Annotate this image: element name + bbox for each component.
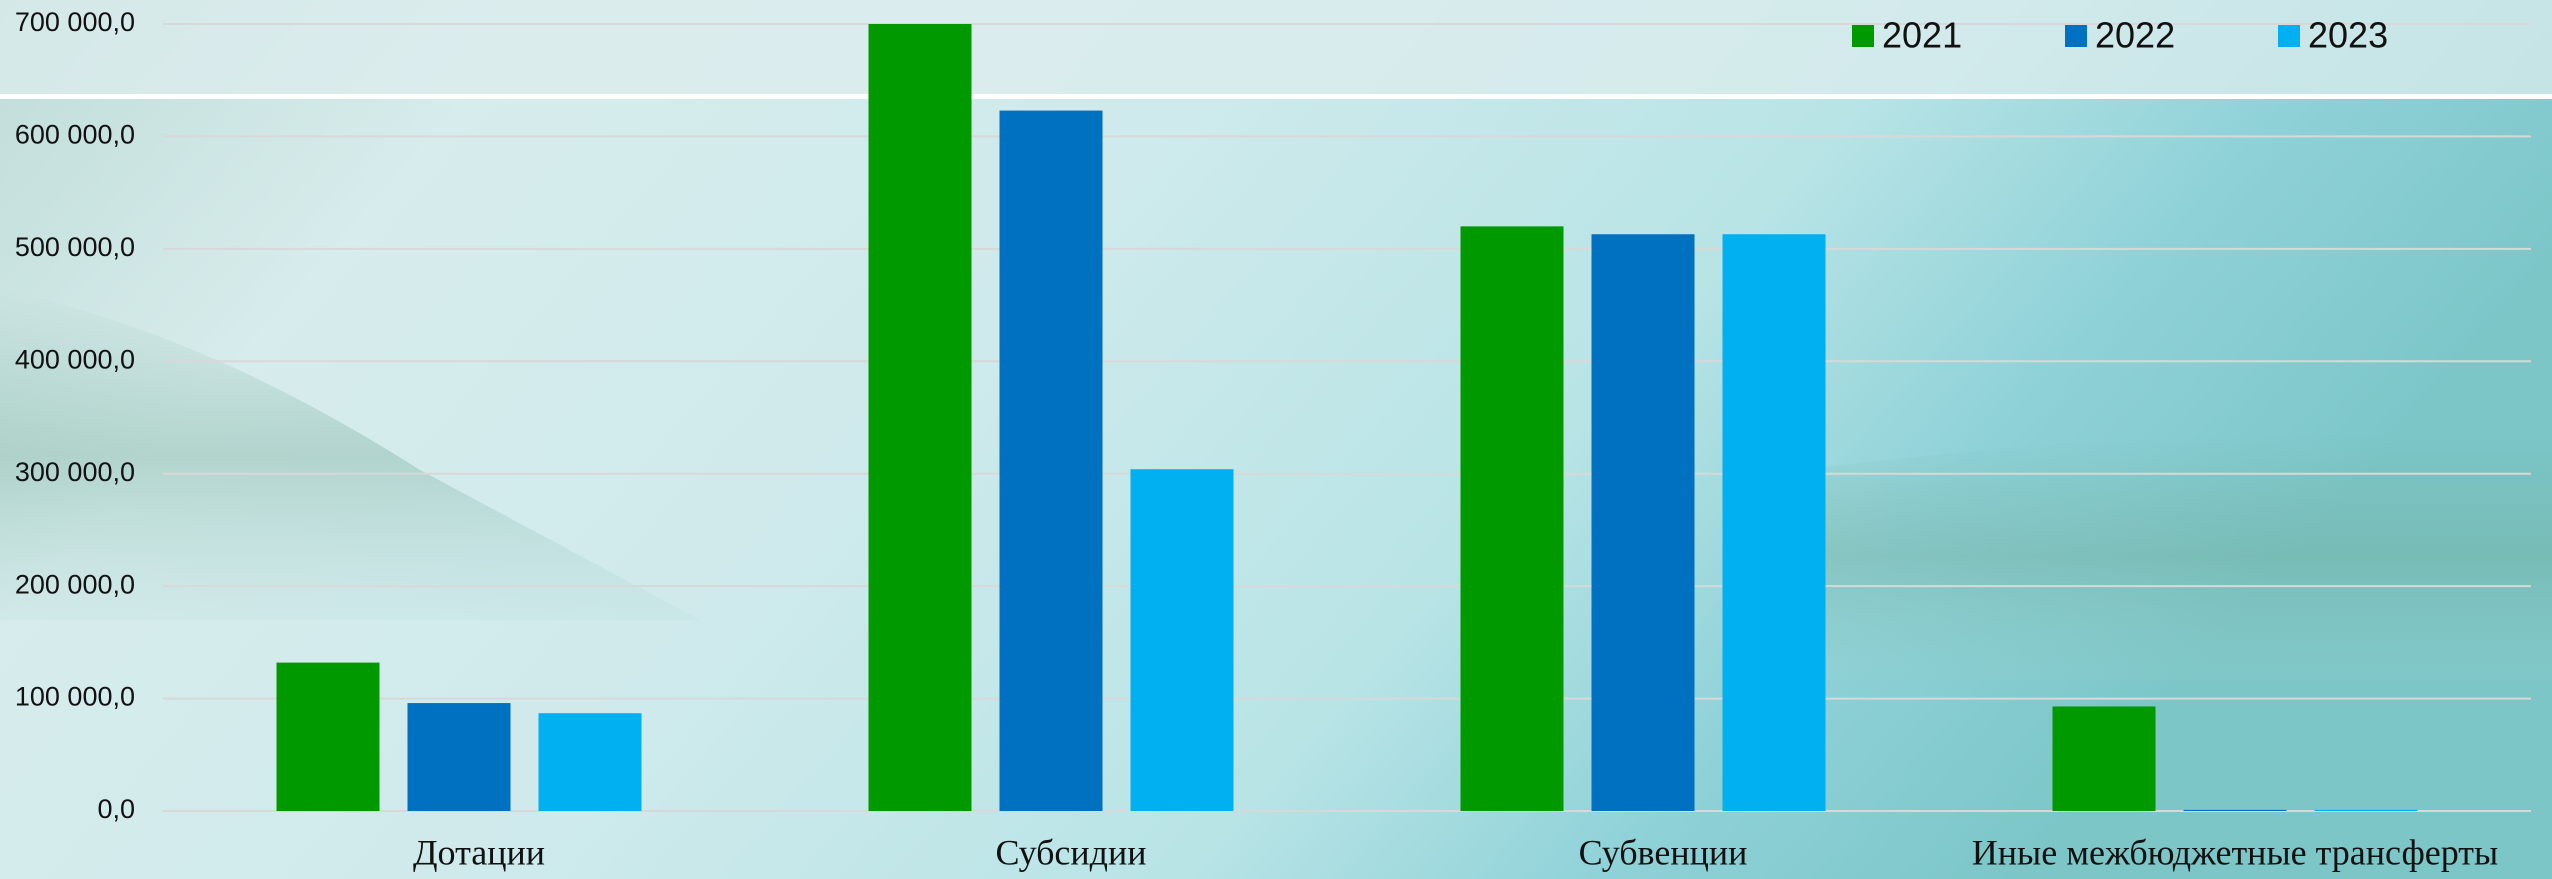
bar [1000,111,1103,811]
y-tick-label: 600 000,0 [15,120,135,150]
header-line [0,94,2552,99]
background-hill [1800,434,2552,680]
bar [539,713,642,811]
bar [2315,810,2418,811]
x-tick-label: Субсидии [995,832,1146,872]
y-tick-label: 100 000,0 [15,682,135,712]
x-tick-label: Иные межбюджетные трансферты [1972,832,2498,872]
bar [869,24,972,811]
bar [1723,234,1826,811]
y-tick-label: 300 000,0 [15,457,135,487]
bar [1131,469,1234,811]
page: 0,0 100 000,0 200 000,0 300 000,0 400 000,0 5… [0,0,2552,879]
bar [408,703,511,811]
x-tick-label: Субвенции [1579,832,1748,872]
bar [277,663,380,811]
legend-label: 2022 [2095,15,2175,56]
y-tick-label: 700 000,0 [15,7,135,37]
y-tick-label: 0,0 [97,794,135,824]
legend-label: 2023 [2308,15,2388,56]
y-tick-label: 200 000,0 [15,569,135,599]
bar [1592,234,1695,811]
legend-swatch [1852,25,1874,47]
bar [2053,706,2156,811]
x-tick-label: Дотации [413,832,545,872]
bar [1461,226,1564,811]
chart: 0,0 100 000,0 200 000,0 300 000,0 400 000,0 5… [0,0,2552,879]
legend-swatch [2278,25,2300,47]
y-tick-label: 500 000,0 [15,232,135,262]
legend-swatch [2065,25,2087,47]
y-tick-label: 400 000,0 [15,344,135,374]
bar [2184,810,2287,811]
legend-label: 2021 [1882,15,1962,56]
